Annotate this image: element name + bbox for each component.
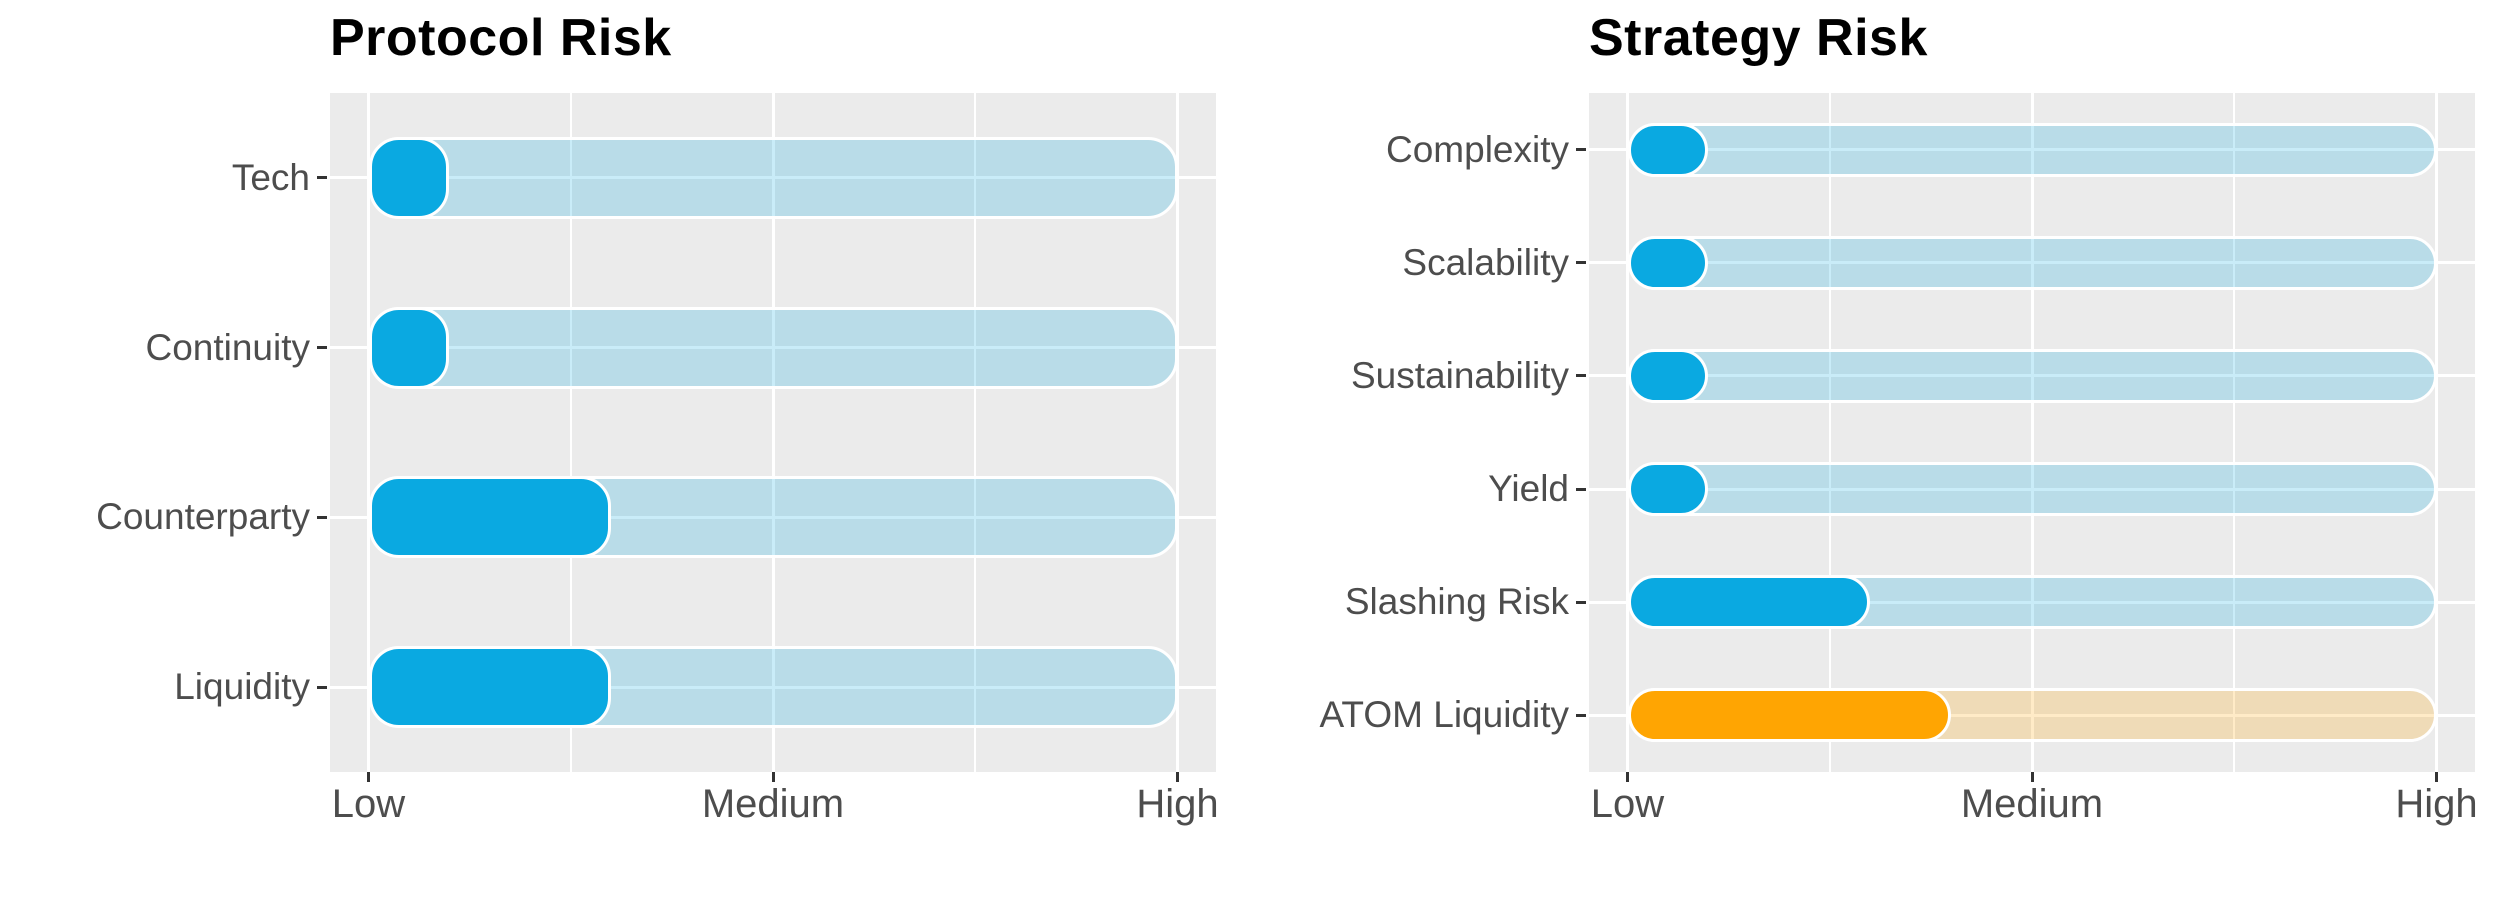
y-axis-tick [1576,148,1586,152]
gridline-vertical-minor [974,93,977,772]
x-axis-label: High [1136,782,1219,826]
risk-track-yield [1627,462,2437,517]
risk-track-sustainability [1627,348,2437,403]
y-axis-label: Sustainability [1350,354,1569,396]
risk-bar-scalability [1627,235,1709,290]
x-axis-label: Medium [701,782,845,826]
y-axis-tick [1576,600,1586,604]
y-axis-tick [1576,374,1586,378]
y-axis-tick [1576,713,1586,717]
risk-bar-counterparty [368,476,612,559]
x-axis-tick [2435,772,2438,782]
y-axis-tick [1576,487,1586,491]
risk-track-scalability [1627,235,2437,290]
gridline-vertical-minor [569,93,572,772]
risk-bar-liquidity [368,646,612,729]
y-axis-tick [317,346,327,350]
chart-title-strategy-risk: Strategy Risk [1589,9,1928,67]
y-axis-label: Scalability [1402,241,1569,283]
gridline-vertical-major [2435,93,2438,772]
plot-panel [1589,93,2475,772]
y-axis-label: Yield [1488,468,1569,510]
y-axis-label: Tech [231,156,310,198]
gridline-vertical-major [367,93,370,772]
risk-bar-tech [368,136,450,219]
x-axis-label: Low [1590,782,1665,826]
risk-track-tech [368,136,1178,219]
gridline-vertical-major [2030,93,2034,772]
x-axis-tick [1626,772,1629,782]
risk-bar-yield [1627,462,1709,517]
x-axis-label: Medium [1960,782,2104,826]
y-axis-label: Slashing Risk [1344,581,1569,623]
plot-panel [330,93,1216,772]
y-axis-tick [317,685,327,689]
x-axis-tick [1176,772,1179,782]
x-axis-tick [367,772,370,782]
gridline-vertical-major [771,93,775,772]
chart-title-protocol-risk: Protocol Risk [330,9,672,67]
gridline-vertical-major [1176,93,1179,772]
gridline-vertical-minor [2233,93,2236,772]
x-axis-tick [771,772,775,782]
y-axis-tick [317,515,327,519]
risk-bar-sustainability [1627,348,1709,403]
risk-bar-continuity [368,306,450,389]
y-axis-label: ATOM Liquidity [1319,694,1570,736]
y-axis-label: Counterparty [96,496,310,538]
y-axis-tick [317,176,327,180]
gridline-vertical-minor [1828,93,1831,772]
y-axis-label: Complexity [1386,128,1569,170]
risk-bar-atom-liquidity [1627,688,1952,743]
risk-bar-complexity [1627,122,1709,177]
y-axis-label: Liquidity [174,666,310,708]
y-axis-label: Continuity [145,326,310,368]
x-axis-label: Low [331,782,406,826]
x-axis-label: High [2395,782,2478,826]
risk-bar-slashing-risk [1627,575,1871,630]
x-axis-tick [2030,772,2034,782]
risk-track-complexity [1627,122,2437,177]
y-axis-tick [1576,261,1586,265]
gridline-vertical-major [1626,93,1629,772]
